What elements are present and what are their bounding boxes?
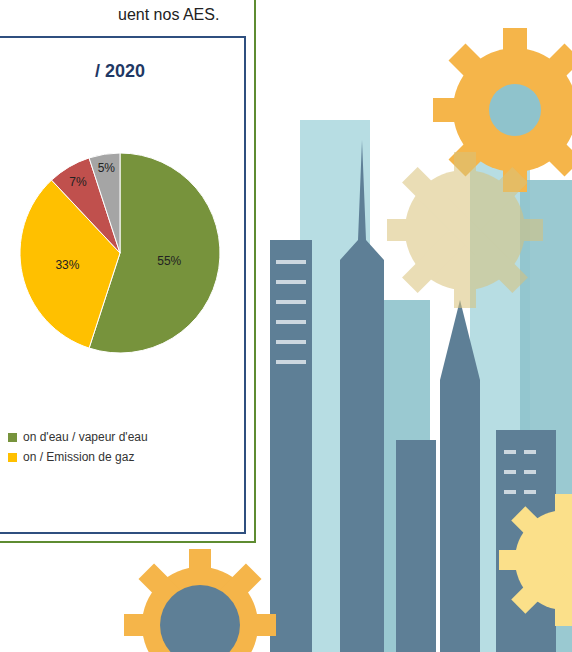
svg-text:55%: 55% [157, 254, 181, 268]
svg-text:33%: 33% [55, 258, 79, 272]
svg-text:7%: 7% [69, 175, 87, 189]
svg-text:5%: 5% [98, 161, 116, 175]
html-text:on / Emission de gaz: on / Emission de gaz [23, 450, 135, 464]
html-text:uent nos AES.: uent nos AES. [118, 6, 220, 23]
svg-text:/ 2020: / 2020 [95, 61, 145, 81]
html-text:on d'eau / vapeur d'eau: on d'eau / vapeur d'eau [23, 430, 148, 444]
